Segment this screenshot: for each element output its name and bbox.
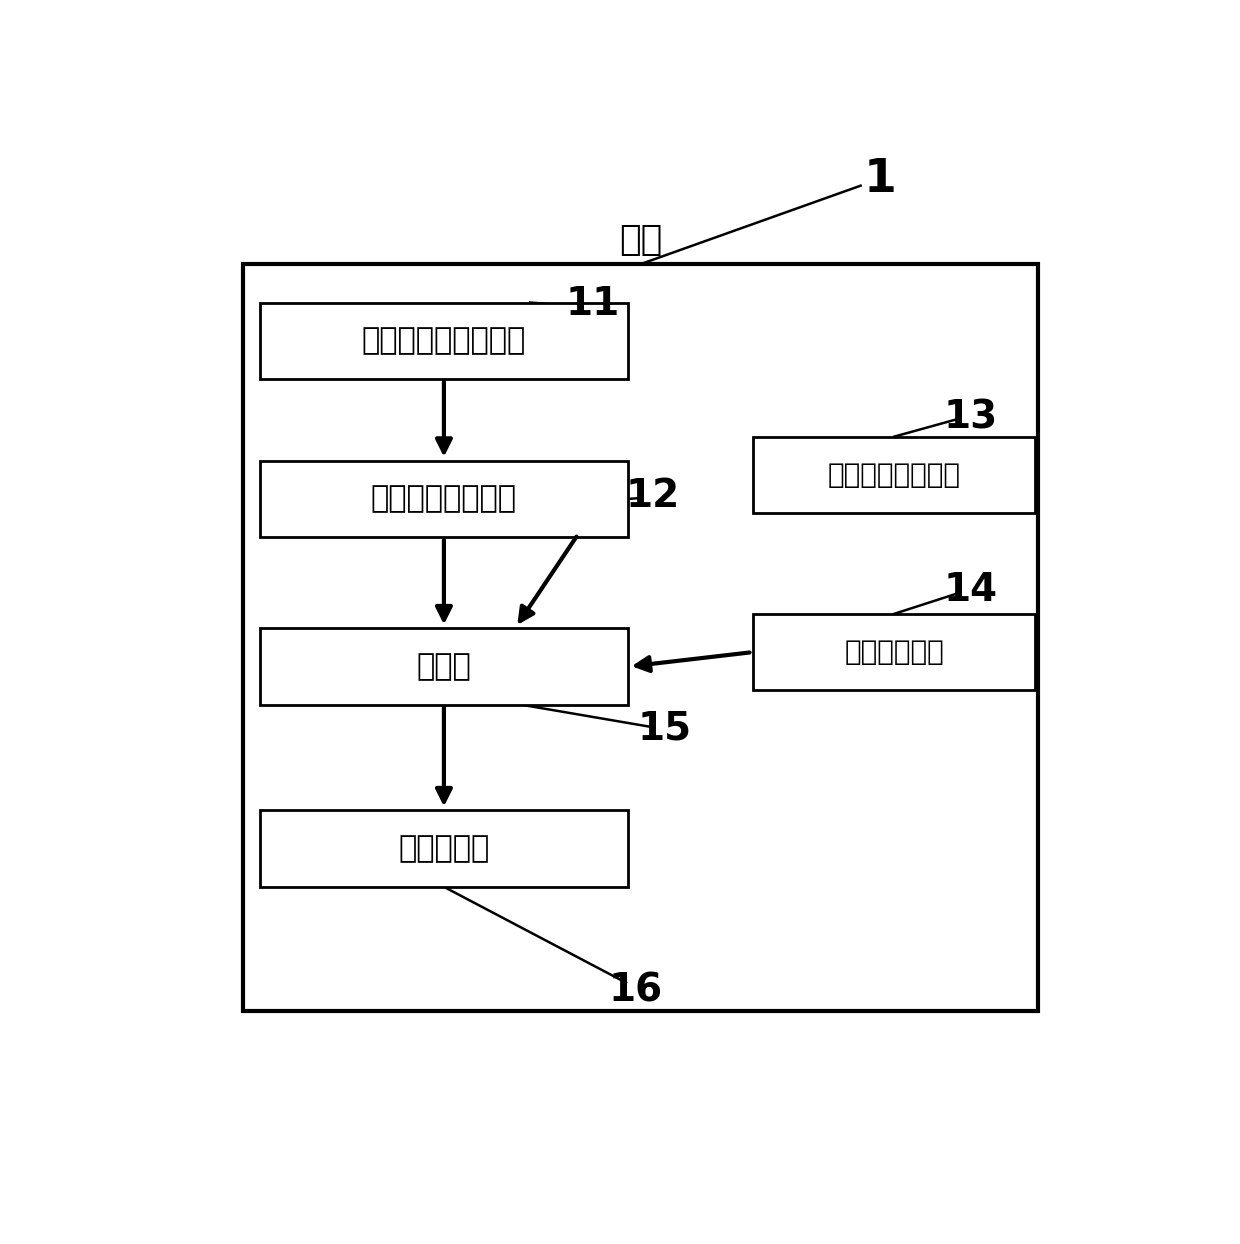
Bar — [259, 810, 629, 887]
Text: 求解器: 求解器 — [417, 652, 471, 680]
Text: 13: 13 — [944, 398, 998, 437]
Bar — [753, 437, 1035, 514]
Bar — [259, 628, 629, 705]
Text: 血管树模型生成模块: 血管树模型生成模块 — [362, 326, 526, 356]
Text: 11: 11 — [565, 285, 620, 323]
Bar — [753, 613, 1035, 690]
Bar — [243, 264, 1038, 1011]
Text: 边界条件设置模块: 边界条件设置模块 — [827, 462, 961, 489]
Text: 14: 14 — [944, 571, 998, 608]
Bar — [259, 302, 629, 379]
Text: 15: 15 — [637, 710, 691, 748]
Text: 1: 1 — [863, 158, 897, 203]
Text: 16: 16 — [609, 972, 662, 1009]
Text: 系统: 系统 — [619, 223, 662, 258]
Text: 12: 12 — [626, 476, 680, 515]
Text: 后处理模块: 后处理模块 — [398, 833, 490, 863]
Text: 计算网格生成模块: 计算网格生成模块 — [371, 484, 517, 514]
Text: 属性设置模块: 属性设置模块 — [844, 638, 944, 667]
Bar — [259, 460, 629, 537]
